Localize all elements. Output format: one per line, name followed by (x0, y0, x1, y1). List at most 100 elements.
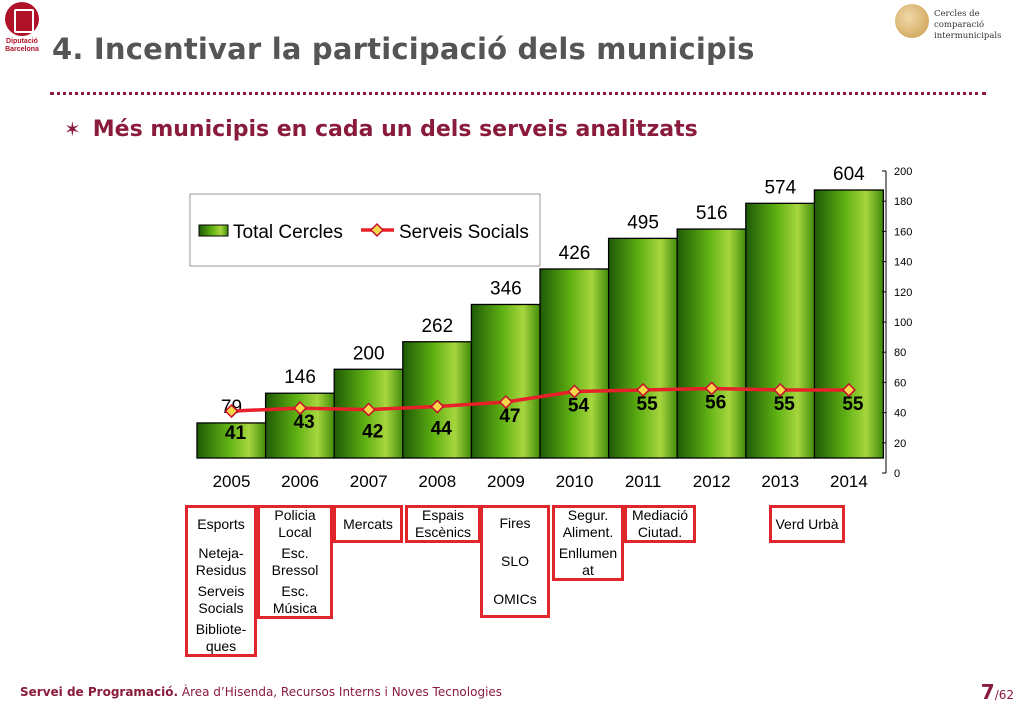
legend-label: Serveis Socials (399, 222, 529, 243)
service-cell: Policia Local (274, 507, 316, 540)
bar (607, 237, 679, 459)
star-bullet-icon: ✶ (64, 117, 81, 141)
bar-value-label: 146 (284, 367, 316, 388)
line-point (773, 382, 788, 398)
footer-org: Servei de Programació. (20, 685, 179, 699)
line-point (224, 404, 239, 419)
line-value-label: 54 (568, 395, 590, 416)
service-cell: Verd Urbà (775, 515, 839, 532)
bar-value-label: 495 (627, 212, 659, 233)
line-point (361, 402, 376, 417)
line-point (841, 382, 856, 398)
series-line (231, 386, 849, 413)
service-cell: Serveis Socials (197, 583, 245, 616)
line-point (293, 401, 308, 416)
line-point (567, 384, 582, 399)
service-cell: SLO (500, 552, 529, 569)
page-current: 7 (980, 680, 995, 704)
service-cell: Neteja- Residus (195, 545, 247, 578)
cercles-label: Cercles de comparació intermunicipals (934, 9, 1002, 41)
page-total: /62 (994, 688, 1014, 702)
line-point (430, 399, 445, 414)
x-tick-label: 2005 (213, 472, 251, 491)
line-value-label: 55 (774, 394, 796, 415)
service-table: Verd Urbà (769, 505, 845, 543)
service-table: Policia Local Esc. Bressol Esc. Música (257, 505, 333, 619)
line-value-label: 56 (705, 392, 726, 413)
x-tick-label: 2008 (418, 472, 456, 491)
x-tick-label: 2013 (761, 472, 799, 491)
bar (539, 268, 610, 459)
y2-tick-label: 200 (894, 166, 912, 178)
service-cell: Esports (197, 515, 245, 532)
bar-value-label: 604 (833, 164, 865, 185)
y2-tick-label: 20 (894, 438, 906, 450)
y2-tick-label: 120 (894, 287, 912, 299)
line-point (636, 382, 651, 398)
service-cell: Mercats (343, 515, 393, 532)
x-tick-label: 2009 (487, 472, 525, 491)
y2-tick-label: 40 (894, 408, 906, 420)
service-cell: Esc. Bressol (271, 545, 319, 578)
bar-value-label: 262 (421, 316, 453, 337)
x-tick-label: 2011 (625, 472, 662, 491)
coat-of-arms-icon (5, 2, 39, 36)
legend-label: Total Cercles (233, 222, 343, 243)
y2-tick-label: 140 (894, 257, 912, 269)
legend-swatch-marker (369, 222, 385, 238)
bar-value-label: 516 (696, 203, 728, 224)
bar (813, 189, 885, 459)
service-cell: Enllumen at (558, 545, 618, 578)
y2-tick-label: 60 (894, 377, 906, 389)
line-value-label: 44 (431, 419, 453, 440)
page-title: 4. Incentivar la participació dels munic… (52, 32, 755, 66)
line-value-label: 55 (637, 394, 659, 415)
service-table: Mediació Ciutad. (624, 505, 696, 543)
bar (264, 392, 336, 459)
cercles-logo: Cercles de comparació intermunicipals (895, 4, 1020, 42)
line-value-label: 41 (225, 423, 247, 444)
service-cell: Segur. Aliment. (562, 507, 614, 540)
service-cell: Bibliote- ques (195, 621, 247, 654)
y2-tick-label: 80 (894, 347, 906, 359)
service-cell: Esc. Música (272, 583, 318, 616)
legend-swatch-bar (198, 224, 229, 237)
diputacio-logo: Diputació Barcelona (4, 2, 40, 64)
x-tick-label: 2006 (281, 472, 319, 491)
bar (676, 228, 747, 459)
y2-tick-label: 100 (894, 317, 912, 329)
service-table: Mercats (333, 505, 403, 543)
x-tick-label: 2014 (830, 472, 868, 491)
y2-tick-label: 0 (894, 468, 900, 480)
line-value-label: 55 (842, 394, 864, 415)
bar (470, 303, 542, 459)
footer-dept: Àrea d’Hisenda, Recursos Interns i Noves… (178, 685, 503, 699)
subtitle-text: Més municipis en cada un dels serveis an… (92, 117, 698, 142)
x-tick-label: 2007 (350, 472, 388, 491)
line-value-label: 47 (499, 406, 520, 427)
x-tick-label: 2012 (693, 472, 731, 491)
logo-label: Diputació Barcelona (5, 38, 39, 53)
bar (745, 202, 816, 459)
footer: Servei de Programació. Àrea d’Hisenda, R… (20, 685, 502, 699)
service-table: Espais Escènics (405, 505, 481, 543)
line-value-label: 42 (362, 422, 383, 443)
map-icon (895, 4, 929, 38)
service-cell: OMICs (493, 590, 537, 607)
x-tick-label: 2010 (556, 472, 594, 491)
y2-tick-label: 180 (894, 196, 912, 208)
service-table: Esports Neteja- Residus Serveis Socials Bib… (185, 505, 257, 657)
bar (196, 422, 267, 459)
service-cell: Fires (499, 515, 531, 531)
line-point (498, 394, 513, 410)
line-value-label: 43 (294, 412, 315, 433)
bar-value-label: 574 (764, 177, 796, 198)
line-point (704, 381, 719, 396)
service-cell: Espais Escènics (414, 507, 472, 540)
page-subtitle: ✶ Més municipis en cada un dels serveis a… (64, 117, 698, 142)
service-cell: Mediació Ciutad. (631, 507, 689, 540)
bar-value-label: 346 (490, 278, 522, 299)
service-table: Fires SLO OMICs (480, 505, 550, 618)
page-number: 7/62 (981, 680, 1014, 704)
